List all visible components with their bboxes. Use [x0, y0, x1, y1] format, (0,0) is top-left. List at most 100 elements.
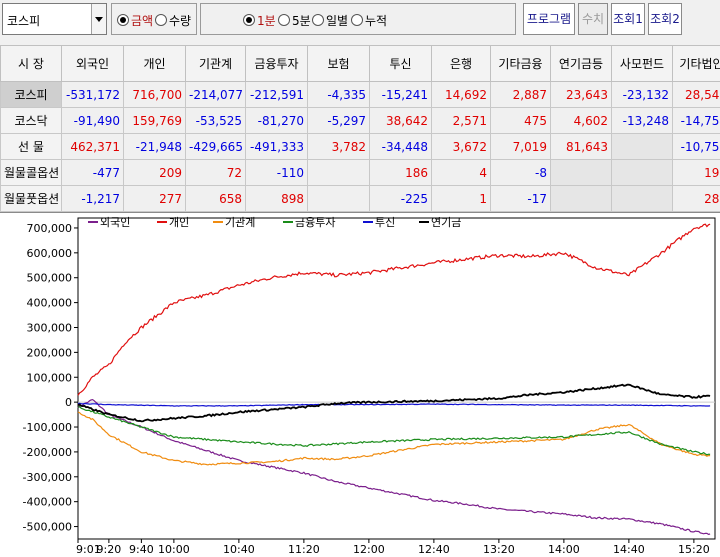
- radio-dot-icon: [312, 14, 324, 26]
- table-cell: [612, 160, 673, 186]
- table-cell: 3,672: [432, 134, 491, 160]
- table-cell: -21,948: [124, 134, 186, 160]
- table-cell: 716,700: [124, 82, 186, 108]
- y-tick-label: -500,000: [23, 521, 72, 534]
- figures-button[interactable]: 수치: [578, 3, 608, 35]
- legend-label: 연기금: [431, 216, 461, 229]
- y-tick-label: -200,000: [23, 446, 72, 459]
- radio-5min[interactable]: 5분: [278, 12, 311, 29]
- row-label: 월물콜옵션: [1, 160, 62, 186]
- table-cell: 658: [186, 186, 246, 212]
- radio-cumulative-label: 누적: [365, 14, 387, 28]
- table-cell: -23,132: [612, 82, 673, 108]
- table-cell: -13,248: [612, 108, 673, 134]
- table-cell: 38,642: [370, 108, 432, 134]
- column-header: 연기금등: [551, 46, 612, 82]
- table-cell: -1,217: [62, 186, 124, 212]
- row-label: 코스피: [1, 82, 62, 108]
- chevron-down-icon[interactable]: [91, 4, 106, 34]
- table-cell: -477: [62, 160, 124, 186]
- radio-quantity[interactable]: 수량: [155, 12, 191, 29]
- x-tick-label: 9:40: [129, 543, 154, 554]
- program-button[interactable]: 프로그램: [523, 3, 575, 35]
- radio-5min-label: 5분: [292, 14, 311, 28]
- column-header: 외국인: [62, 46, 124, 82]
- y-tick-label: 0: [65, 396, 72, 409]
- table-cell: 23,643: [551, 82, 612, 108]
- table-cell: 2,887: [491, 82, 551, 108]
- table-cell: -212,591: [246, 82, 308, 108]
- column-header: 개인: [124, 46, 186, 82]
- table-cell: 186: [370, 160, 432, 186]
- table-cell: 462,371: [62, 134, 124, 160]
- table-cell: -15,241: [370, 82, 432, 108]
- column-header: 기타법인: [673, 46, 720, 82]
- y-tick-label: -400,000: [23, 496, 72, 509]
- column-header: 보험: [308, 46, 370, 82]
- x-tick-label: 13:20: [483, 543, 515, 554]
- column-header: 기타금융: [491, 46, 551, 82]
- row-label: 코스닥: [1, 108, 62, 134]
- table-cell: 72: [186, 160, 246, 186]
- y-tick-label: 200,000: [27, 346, 73, 359]
- radio-dot-icon: [155, 14, 167, 26]
- table-cell: -110: [246, 160, 308, 186]
- row-label: 선 물: [1, 134, 62, 160]
- query1-button[interactable]: 조회1: [611, 3, 645, 35]
- table-cell: -491,333: [246, 134, 308, 160]
- unit-radio-group: 금액 수량: [111, 3, 197, 35]
- radio-dot-icon: [243, 14, 255, 26]
- query2-button[interactable]: 조회2: [648, 3, 682, 35]
- table-cell: 81,643: [551, 134, 612, 160]
- x-tick-label: 14:00: [548, 543, 580, 554]
- period-radio-group: 1분 5분 일별 누적: [200, 3, 516, 35]
- table-cell: -14,754: [673, 108, 720, 134]
- plot-area: [78, 218, 715, 539]
- table-cell: 475: [491, 108, 551, 134]
- y-tick-label: 400,000: [27, 297, 73, 310]
- y-tick-label: 100,000: [27, 371, 73, 384]
- x-tick-label: 15:20: [678, 543, 710, 554]
- table-cell: -81,270: [246, 108, 308, 134]
- x-tick-label: 11:20: [288, 543, 320, 554]
- table-cell: -429,665: [186, 134, 246, 160]
- table-cell: -8: [491, 160, 551, 186]
- table-cell: [551, 160, 612, 186]
- table-cell: 898: [246, 186, 308, 212]
- toolbar: 코스피 금액 수량 1분 5분 일별 누적 프로그램: [0, 0, 720, 40]
- radio-amount[interactable]: 금액: [117, 12, 153, 29]
- radio-dot-icon: [351, 14, 363, 26]
- market-select[interactable]: 코스피: [2, 3, 107, 35]
- y-tick-label: -100,000: [23, 421, 72, 434]
- table-cell: -5,297: [308, 108, 370, 134]
- table-cell: -531,172: [62, 82, 124, 108]
- x-tick-label: 10:40: [223, 543, 255, 554]
- table-cell: -4,335: [308, 82, 370, 108]
- radio-quantity-label: 수량: [169, 14, 191, 28]
- table-cell: -34,448: [370, 134, 432, 160]
- table-cell: [612, 134, 673, 160]
- table-cell: 2,571: [432, 108, 491, 134]
- row-label: 월물풋옵션: [1, 186, 62, 212]
- radio-dot-icon: [117, 14, 129, 26]
- legend-label: 기관계: [225, 216, 255, 229]
- radio-daily[interactable]: 일별: [312, 12, 348, 29]
- x-tick-label: 9:20: [97, 543, 122, 554]
- table-cell: [308, 160, 370, 186]
- column-header: 사모펀드: [612, 46, 673, 82]
- table-cell: -10,758: [673, 134, 720, 160]
- y-tick-label: 600,000: [27, 247, 73, 260]
- radio-cumulative[interactable]: 누적: [351, 12, 387, 29]
- column-header: 기관계: [186, 46, 246, 82]
- table-cell: 3,782: [308, 134, 370, 160]
- radio-dot-icon: [278, 14, 290, 26]
- radio-1min[interactable]: 1분: [243, 12, 276, 29]
